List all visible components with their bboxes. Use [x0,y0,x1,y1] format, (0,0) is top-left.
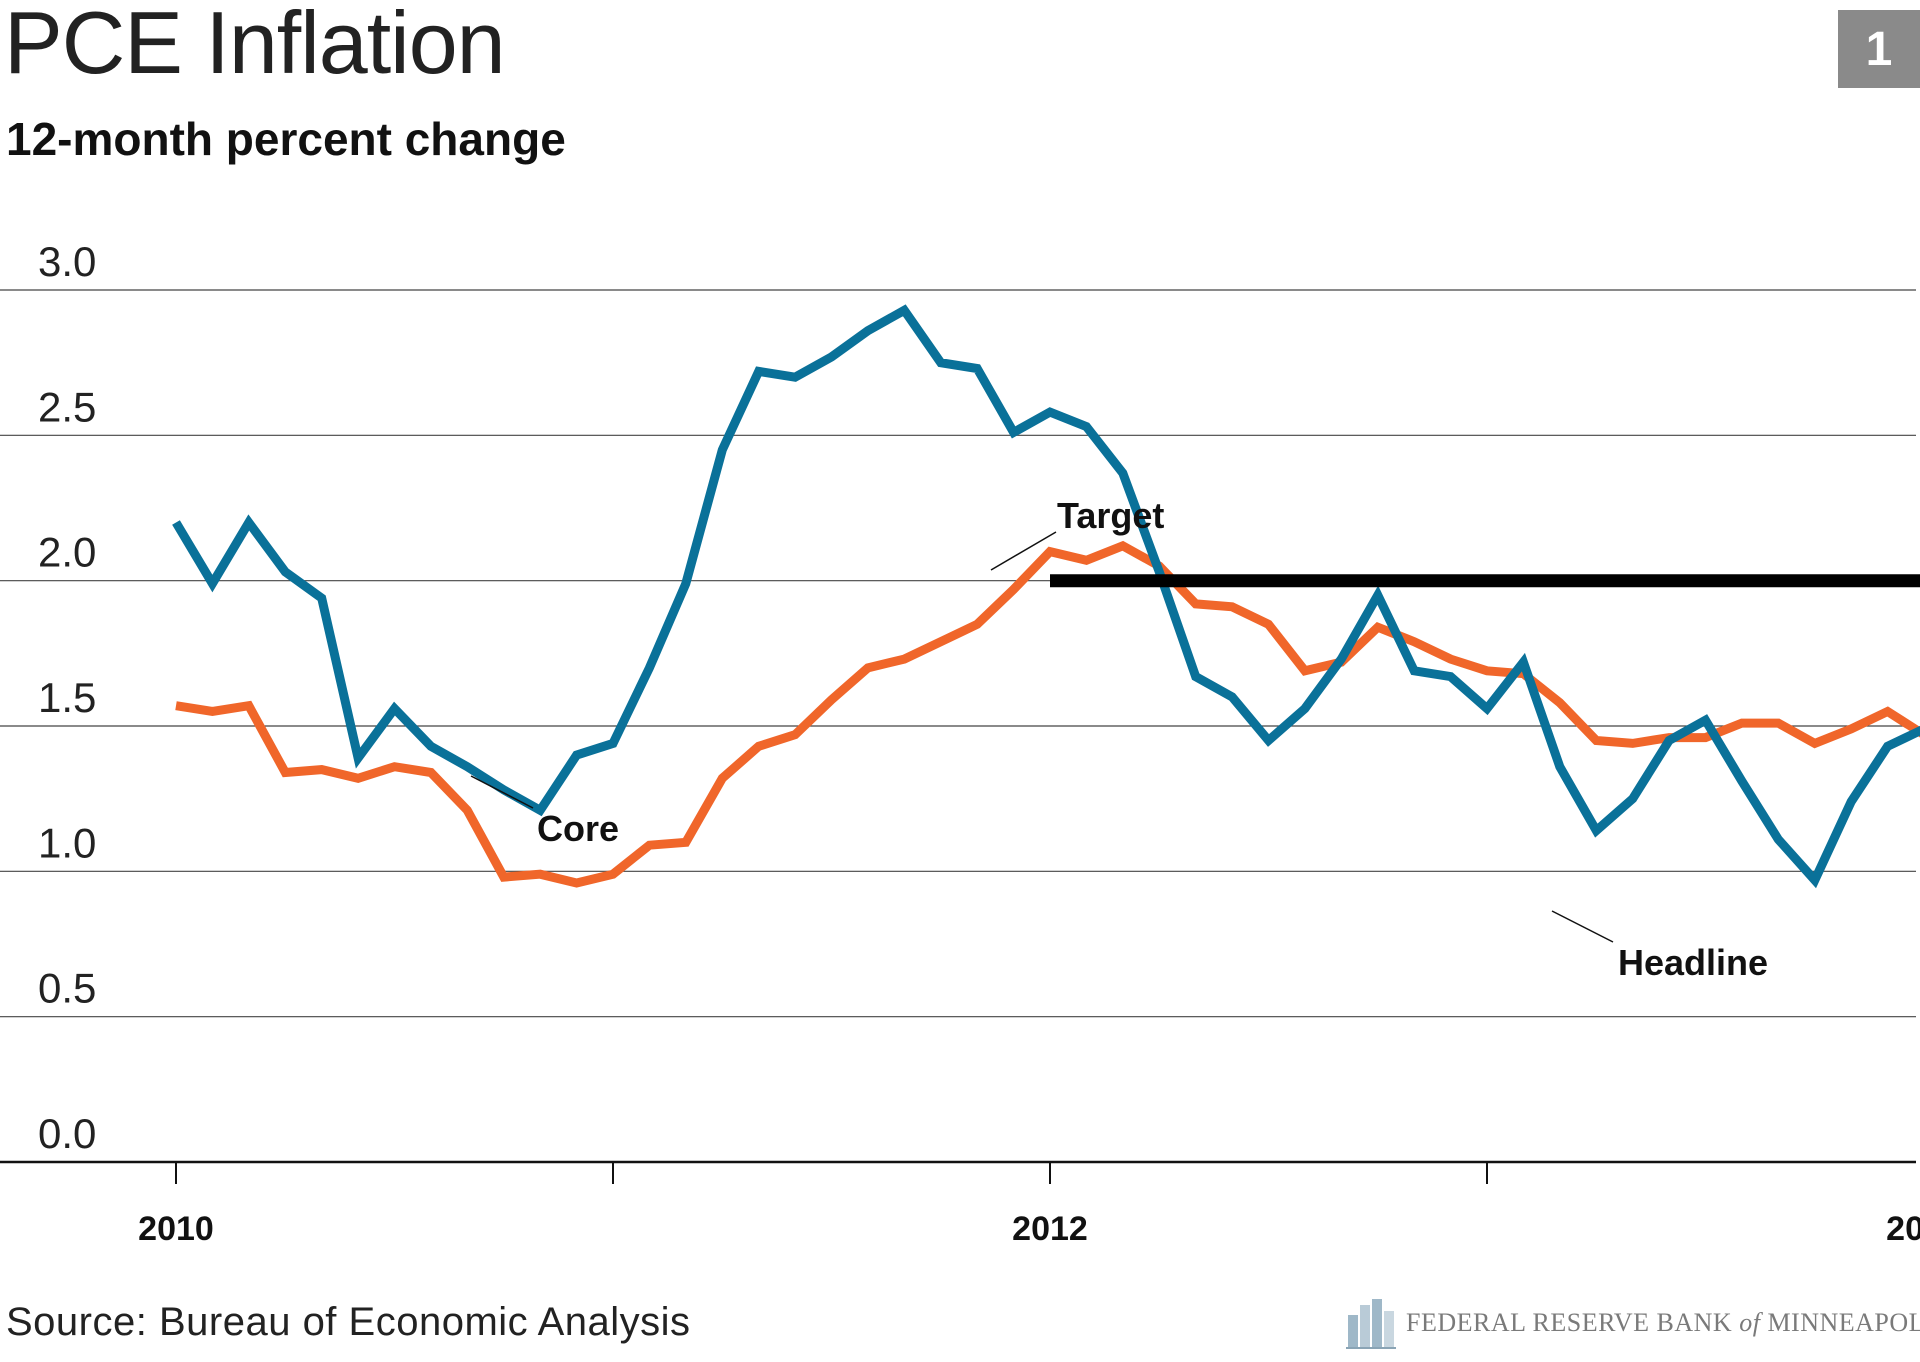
core-leader-line [470,775,534,809]
headline-leader-line [1551,910,1614,943]
chart-subtitle: 12-month percent change [6,113,566,165]
line-chart: 0.00.51.01.52.02.53.0 2010201220142016 T… [0,238,1920,1248]
target-label: Target [1057,495,1164,536]
y-tick-label: 1.0 [38,819,96,866]
core-series-line [175,540,1920,888]
core-label: Core [537,808,619,849]
logo-text-part-2: MINNEAPOLIS [1767,1308,1920,1337]
y-axis-tick-labels: 0.0 0.5 1.0 1.5 2.0 2.5 3.0 [38,238,96,1157]
fed-minneapolis-logo: FEDERAL RESERVE BANK of MINNEAPOLIS [1346,1296,1920,1350]
gridlines [0,289,1916,1164]
y-tick-label: 3.0 [38,238,96,285]
logo-wordmark: FEDERAL RESERVE BANK of MINNEAPOLIS [1406,1308,1920,1338]
y-tick-label: 2.5 [38,383,96,430]
building-logo-icon [1346,1299,1396,1349]
target-leader-line [990,531,1057,571]
headline-label: Headline [1618,942,1768,983]
y-tick-label: 0.5 [38,965,96,1012]
y-tick-label: 0.0 [38,1110,96,1157]
figure-number-badge: 1 [1838,10,1920,88]
series-lines [172,304,1920,889]
y-tick-label: 1.5 [38,674,96,721]
x-tick-label: 2010 [138,1210,214,1248]
chart-title: PCE Inflation [4,0,506,92]
logo-text-part-1: FEDERAL RESERVE BANK [1406,1308,1740,1337]
y-tick-label: 2.0 [38,529,96,576]
logo-text-of: of [1739,1308,1761,1337]
headline-series-line [172,304,1920,889]
x-tick-label: 2012 [1012,1210,1088,1248]
source-note: Source: Bureau of Economic Analysis [6,1300,691,1344]
x-axis: 2010201220142016 [138,1162,1920,1248]
annotations: Target Core Headline [470,495,1768,983]
x-tick-label: 2014 [1886,1210,1920,1248]
